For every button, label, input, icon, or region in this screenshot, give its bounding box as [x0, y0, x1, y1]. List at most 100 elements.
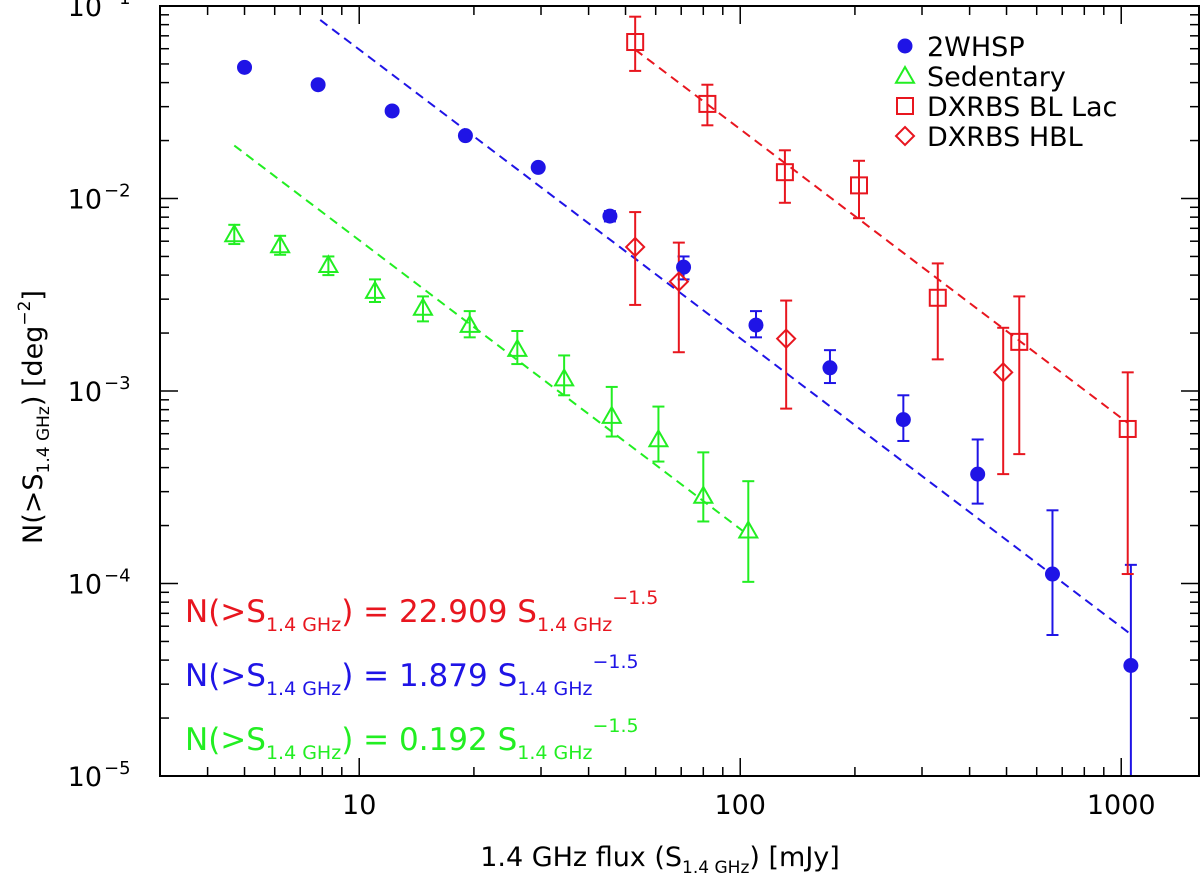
fit-annotations: N(>S1.4 GHz) = 22.909 S1.4 GHz−1.5N(>S1.… [185, 587, 658, 764]
y-tick-exponent-4: −1 [104, 0, 131, 9]
y-tick-base: 10 [68, 570, 102, 601]
fit-line-1 [319, 19, 1132, 636]
fit-equation-1-part-1: 1.4 GHz [266, 678, 341, 700]
data-markers [223, 33, 1139, 673]
point-sedentary-9 [647, 428, 670, 448]
point-sedentary-3 [364, 280, 386, 299]
point-sedentary-1 [269, 234, 291, 254]
y-tick-base: 10 [68, 377, 102, 408]
point-dxrbs-bl-lac-1 [698, 94, 717, 113]
point-sedentary-2 [317, 254, 340, 274]
point-dxrbs-hbl-0 [624, 236, 646, 258]
point-sedentary-5 [459, 314, 481, 333]
point-sedentary-11 [737, 519, 760, 539]
legend-marker-dxrbs-bl-lac [896, 97, 914, 115]
y-tick-base: 10 [68, 0, 102, 23]
point-dxrbs-bl-lac-2 [775, 163, 794, 182]
x-tick-label-1: 100 [714, 790, 766, 821]
point-2whsp-12 [1123, 657, 1139, 673]
y-tick-exponent-1: −4 [104, 566, 131, 587]
fit-line-0 [634, 48, 1129, 424]
fit-equation-0: N(>S1.4 GHz) = 22.909 S1.4 GHz−1.5 [185, 587, 658, 636]
legend-label-dxrbs-hbl: DXRBS HBL [927, 122, 1083, 153]
legend-label-dxrbs-bl-lac: DXRBS BL Lac [927, 92, 1117, 123]
point-2whsp-7 [748, 317, 764, 333]
axes [159, 5, 1200, 777]
point-sedentary-4 [412, 296, 434, 316]
fit-equation-0-part-3: 1.4 GHz [537, 614, 612, 636]
fit-equation-1-part-2: ) = 1.879 S [341, 658, 517, 694]
point-dxrbs-bl-lac-6 [1118, 419, 1137, 438]
fit-line-2 [233, 144, 749, 536]
point-dxrbs-hbl-1 [668, 271, 690, 293]
point-2whsp-2 [384, 103, 400, 119]
fit-equation-0-part-0: N(>S [185, 594, 266, 630]
point-sedentary-0 [223, 223, 246, 243]
x-tick-label-0: 10 [342, 790, 376, 821]
y-tick-exponent-0: −5 [104, 758, 131, 779]
point-2whsp-10 [970, 466, 986, 482]
x-axis-label-pre: 1.4 GHz flux (S [480, 842, 682, 873]
point-2whsp-11 [1044, 566, 1060, 582]
y-axis-label: N(>S1.4 GHz) [deg−2] [15, 290, 54, 544]
fit-lines [233, 19, 1132, 636]
point-dxrbs-bl-lac-4 [928, 288, 947, 307]
y-tick-exponent-2: −3 [104, 373, 131, 394]
point-2whsp-0 [237, 59, 253, 75]
legend-marker-dxrbs-hbl [894, 125, 916, 147]
y-tick-label-4: 10 [68, 0, 102, 23]
point-2whsp-9 [895, 412, 911, 428]
y-axis-label-sup: −2 [15, 301, 35, 326]
fit-equation-0-part-2: ) = 22.909 S [341, 594, 537, 630]
fit-equation-1-part-4: −1.5 [593, 651, 639, 673]
legend-label-sedentary: Sedentary [927, 62, 1066, 93]
x-tick-label-2: 1000 [1087, 790, 1156, 821]
point-dxrbs-hbl-2 [775, 328, 797, 350]
legend-marker-sedentary [894, 64, 916, 84]
point-sedentary-7 [553, 367, 575, 387]
point-dxrbs-bl-lac-3 [850, 176, 869, 195]
point-dxrbs-bl-lac-0 [626, 33, 645, 52]
fit-equation-0-part-1: 1.4 GHz [266, 614, 341, 636]
y-axis-label-post: ] [18, 290, 49, 301]
fit-equation-1-part-0: N(>S [185, 658, 266, 694]
point-2whsp-5 [602, 208, 618, 224]
fit-equation-1-part-3: 1.4 GHz [517, 678, 592, 700]
point-2whsp-4 [530, 159, 546, 175]
point-dxrbs-bl-lac-5 [1010, 332, 1029, 351]
y-axis-label-mid: ) [deg [18, 326, 49, 407]
y-axis-label-pre: N(>S [18, 473, 49, 544]
point-sedentary-10 [692, 484, 715, 504]
fit-equation-2-part-1: 1.4 GHz [266, 742, 341, 764]
x-axis-label: 1.4 GHz flux (S1.4 GHz) [mJy] [480, 842, 840, 878]
y-tick-label-0: 10 [68, 762, 102, 793]
fit-equation-2-part-0: N(>S [185, 722, 266, 758]
fit-equation-2-part-3: 1.4 GHz [517, 742, 592, 764]
point-sedentary-6 [506, 338, 529, 357]
fit-equation-1: N(>S1.4 GHz) = 1.879 S1.4 GHz−1.5 [185, 651, 639, 700]
x-axis-label-post: ) [mJy] [749, 842, 839, 873]
fit-equation-2-part-2: ) = 0.192 S [341, 722, 517, 758]
y-tick-exponent-3: −2 [104, 181, 131, 202]
y-tick-label-3: 10 [68, 185, 102, 216]
point-2whsp-6 [676, 259, 692, 275]
legend-marker-2whsp [897, 38, 913, 54]
point-2whsp-8 [822, 360, 838, 376]
y-tick-label-2: 10 [68, 377, 102, 408]
point-sedentary-8 [601, 405, 623, 424]
point-2whsp-3 [457, 128, 473, 144]
legend-label-2whsp: 2WHSP [927, 32, 1025, 63]
point-dxrbs-hbl-3 [992, 361, 1014, 383]
fit-equation-2: N(>S1.4 GHz) = 0.192 S1.4 GHz−1.5 [185, 715, 639, 764]
y-tick-base: 10 [68, 762, 102, 793]
y-tick-base: 10 [68, 185, 102, 216]
y-tick-label-1: 10 [68, 570, 102, 601]
x-axis-label-sub: 1.4 GHz [682, 858, 749, 878]
fit-equation-0-part-4: −1.5 [612, 587, 658, 609]
point-2whsp-1 [310, 77, 326, 93]
fit-equation-2-part-4: −1.5 [593, 715, 639, 737]
y-axis-label-sub: 1.4 GHz [34, 406, 54, 473]
